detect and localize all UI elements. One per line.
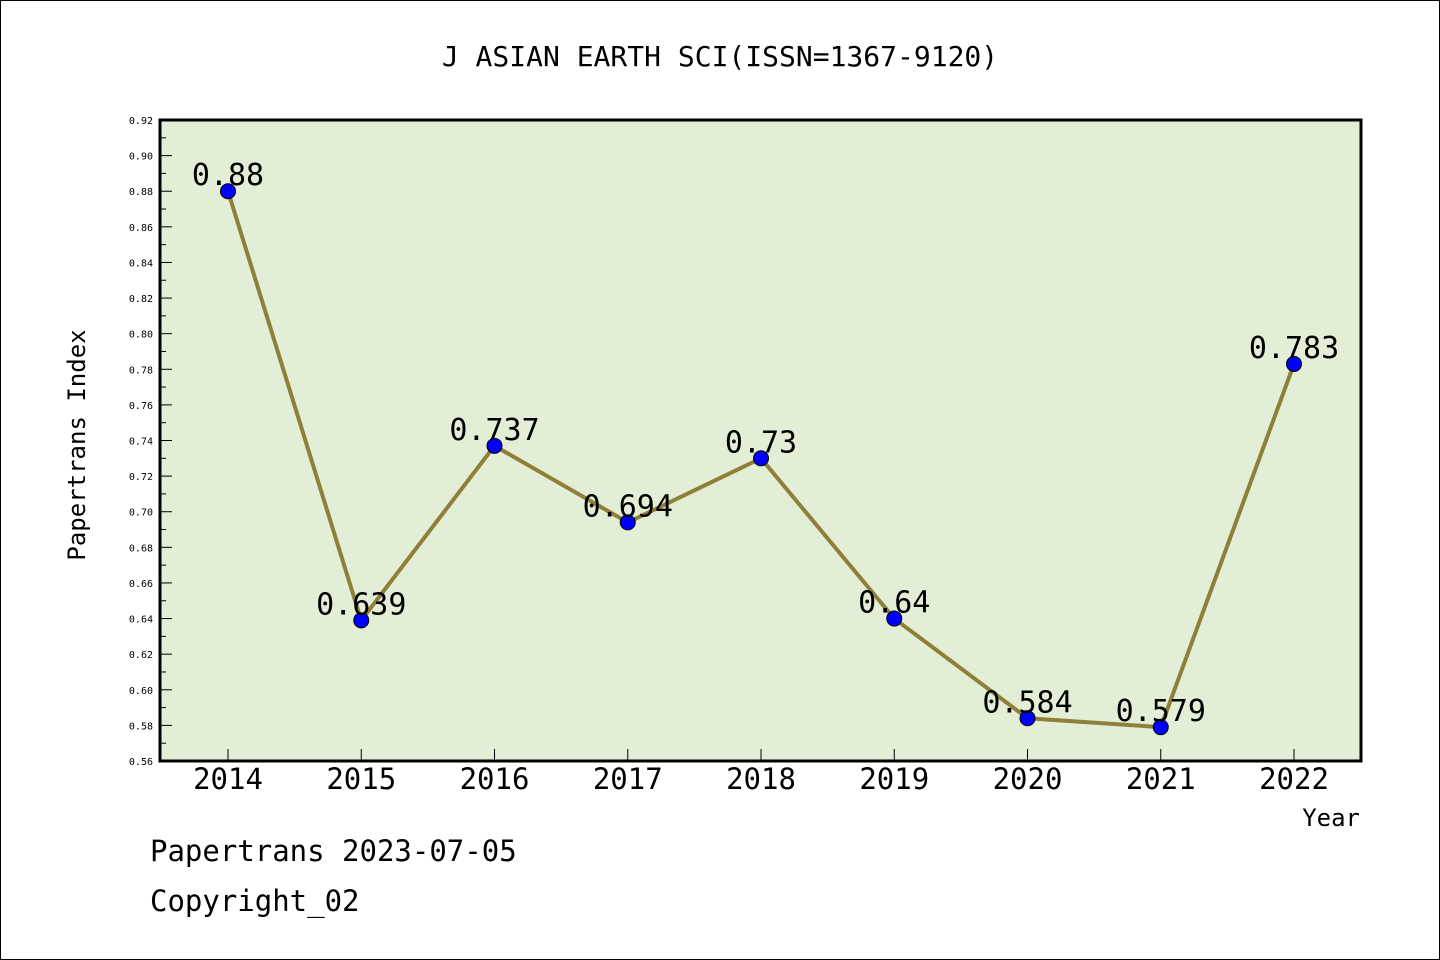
- data-label: 0.73: [725, 425, 797, 460]
- x-tick-label: 2015: [326, 762, 396, 796]
- x-tick-label: 2017: [593, 762, 663, 796]
- y-tick-label: 0.80: [129, 330, 153, 341]
- y-tick-label: 0.76: [129, 401, 153, 412]
- x-axis-label: Year: [1302, 804, 1360, 832]
- x-axis-ticks: 2014 2015 2016 2017 2018 2019 2020 2021 2022: [193, 749, 1329, 796]
- y-tick-label: 0.66: [129, 579, 153, 590]
- y-axis-ticks: 0.56 0.58 0.60 0.62 0.64 0.66 0.68 0.70 0.72 0.74…: [129, 116, 172, 768]
- data-point: [619, 514, 636, 531]
- x-tick-label: 2014: [193, 762, 263, 796]
- data-label: 0.639: [316, 587, 406, 622]
- data-label: 0.737: [449, 413, 539, 448]
- y-tick-label: 0.72: [129, 472, 153, 483]
- y-tick-label: 0.62: [129, 650, 153, 661]
- y-tick-label: 0.64: [129, 615, 153, 626]
- data-point: [1286, 355, 1302, 372]
- y-tick-label: 0.70: [129, 508, 153, 519]
- x-tick-label: 2019: [859, 762, 929, 796]
- data-point: [886, 610, 903, 627]
- y-tick-label: 0.56: [129, 757, 153, 768]
- chart-title: J ASIAN EARTH SCI(ISSN=1367-9120): [442, 40, 998, 73]
- y-tick-label: 0.60: [129, 686, 153, 697]
- x-tick-label: 2016: [460, 762, 530, 796]
- data-point: [486, 437, 503, 454]
- y-tick-label: 0.78: [129, 365, 153, 376]
- y-tick-label: 0.84: [129, 258, 153, 269]
- y-tick-label: 0.92: [129, 116, 153, 127]
- y-tick-label: 0.74: [129, 437, 153, 448]
- x-tick-label: 2021: [1126, 762, 1196, 796]
- y-tick-label: 0.88: [129, 187, 153, 198]
- plot-area: [160, 120, 1361, 761]
- series-group: 0.88 0.639 0.737 0.694 0.73 0.64 0.584 0.579 0.7…: [192, 158, 1339, 736]
- data-label: 0.694: [583, 489, 673, 524]
- x-tick-label: 2018: [726, 762, 796, 796]
- data-point: [1019, 710, 1036, 727]
- y-tick-label: 0.58: [129, 721, 153, 732]
- data-point: [220, 183, 236, 200]
- y-tick-label: 0.82: [129, 294, 153, 305]
- data-label: 0.579: [1116, 694, 1206, 729]
- plot-border: [158, 118, 1363, 763]
- footer-date-text: Papertrans 2023-07-05: [150, 834, 517, 868]
- footer-copyright-text: Copyright_02: [150, 884, 360, 918]
- data-point: [753, 450, 769, 467]
- y-axis-label: Papertrans Index: [63, 329, 91, 560]
- y-tick-label: 0.86: [129, 223, 153, 234]
- y-tick-label: 0.68: [129, 543, 153, 554]
- data-label: 0.584: [982, 685, 1072, 720]
- data-label: 0.783: [1249, 331, 1339, 366]
- x-tick-label: 2020: [993, 762, 1063, 796]
- data-point: [1152, 719, 1169, 736]
- data-label: 0.64: [858, 586, 930, 621]
- data-point: [353, 612, 370, 629]
- y-tick-label: 0.90: [129, 152, 153, 163]
- x-tick-label: 2022: [1259, 762, 1329, 796]
- data-label: 0.88: [192, 158, 264, 193]
